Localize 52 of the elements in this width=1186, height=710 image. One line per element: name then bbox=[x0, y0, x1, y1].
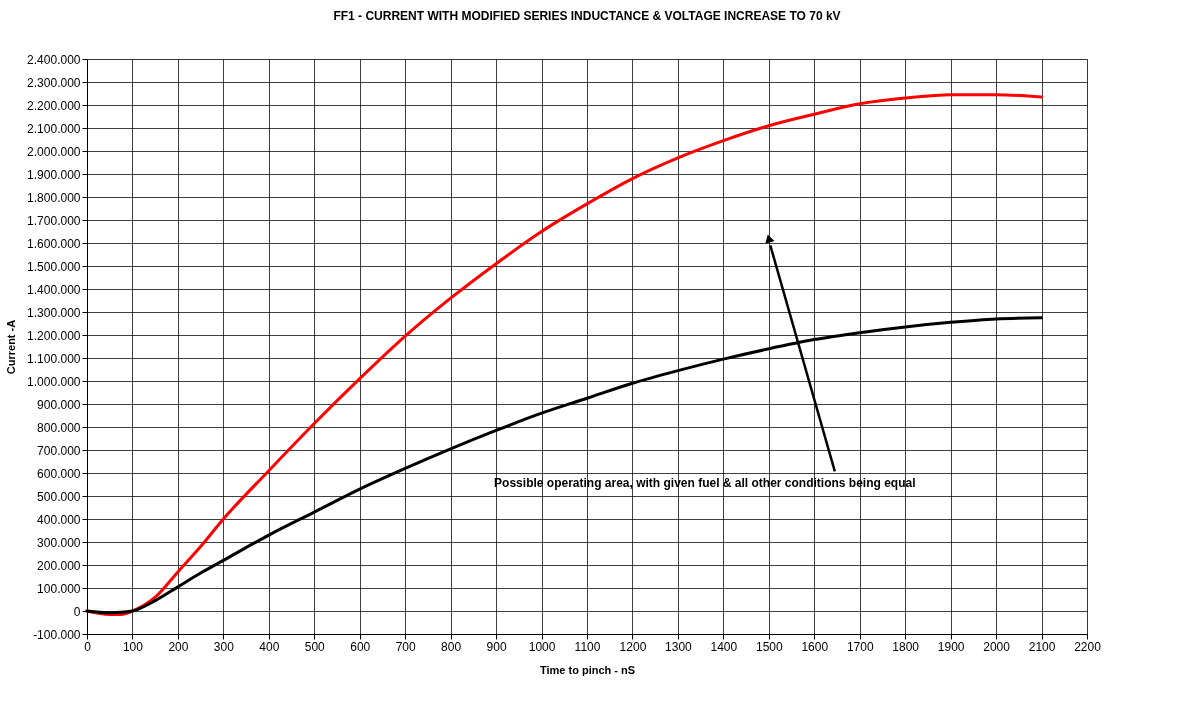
x-tick-label: 1000 bbox=[528, 639, 556, 654]
y-tick-label: 900.000 bbox=[37, 397, 81, 412]
x-tick-label: 0 bbox=[84, 639, 92, 654]
y-axis-title: Current -A bbox=[5, 319, 18, 375]
y-tick-label: 300.000 bbox=[37, 535, 81, 550]
x-tick-label: 1200 bbox=[619, 639, 647, 654]
x-tick-label: 900 bbox=[486, 639, 507, 654]
y-tick-label: 700.000 bbox=[37, 443, 81, 458]
y-tick-label: 1.100.000 bbox=[27, 351, 81, 366]
x-tick-label: 700 bbox=[395, 639, 417, 654]
x-tick-label: 1600 bbox=[801, 639, 829, 654]
y-tick-label: 2.100.000 bbox=[27, 121, 81, 136]
x-axis-title: Time to pinch - nS bbox=[539, 663, 636, 676]
x-tick-label: 100 bbox=[122, 639, 144, 654]
x-tick-label: 1700 bbox=[846, 639, 874, 654]
x-tick-label: 1900 bbox=[937, 639, 965, 654]
x-tick-label: 1400 bbox=[710, 639, 738, 654]
y-tick-label: 1.400.000 bbox=[27, 282, 81, 297]
y-tick-label: 1.500.000 bbox=[27, 259, 81, 274]
x-tick-label: 800 bbox=[441, 639, 462, 654]
y-tick-label: 200.000 bbox=[37, 558, 81, 573]
y-tick-label: 1.000.000 bbox=[27, 374, 81, 389]
x-tick-label: 500 bbox=[304, 639, 326, 654]
y-tick-label: 2.400.000 bbox=[27, 52, 81, 67]
y-tick-label: 2.200.000 bbox=[27, 98, 81, 113]
y-tick-label: 1.600.000 bbox=[27, 236, 81, 251]
y-tick-label: 0 bbox=[73, 604, 81, 619]
x-tick-label: 1300 bbox=[665, 639, 693, 654]
y-tick-label: 800.000 bbox=[37, 420, 81, 435]
y-tick-label: 1.700.000 bbox=[27, 213, 81, 228]
y-tick-label: 400.000 bbox=[37, 512, 81, 527]
y-tick-label: 100.000 bbox=[37, 581, 81, 596]
y-tick-label: 1.300.000 bbox=[27, 305, 81, 320]
x-tick-label: 1500 bbox=[755, 639, 783, 654]
y-tick-label: 1.800.000 bbox=[27, 190, 81, 205]
y-tick-label: 2.000.000 bbox=[27, 144, 81, 159]
x-tick-label: 1100 bbox=[574, 639, 601, 654]
x-tick-label: 2200 bbox=[1074, 639, 1102, 654]
x-tick-label: 2100 bbox=[1028, 639, 1056, 654]
chart-title: FF1 - CURRENT WITH MODIFIED SERIES INDUCTANCE & VOLTAGE INCREASE TO 70 kV bbox=[333, 9, 841, 23]
y-tick-label: 2.300.000 bbox=[27, 75, 81, 90]
x-tick-label: 600 bbox=[350, 639, 371, 654]
x-tick-label: 2000 bbox=[983, 639, 1011, 654]
y-tick-label: 1.900.000 bbox=[27, 167, 81, 182]
x-tick-label: 200 bbox=[168, 639, 189, 654]
y-tick-label: 500.000 bbox=[37, 489, 81, 504]
x-tick-label: 1800 bbox=[892, 639, 920, 654]
y-tick-label: 600.000 bbox=[37, 466, 81, 481]
y-tick-label: 1.200.000 bbox=[27, 328, 81, 343]
y-tick-label: -100.000 bbox=[33, 627, 81, 642]
x-tick-label: 300 bbox=[213, 639, 235, 654]
x-tick-label: 400 bbox=[259, 639, 280, 654]
